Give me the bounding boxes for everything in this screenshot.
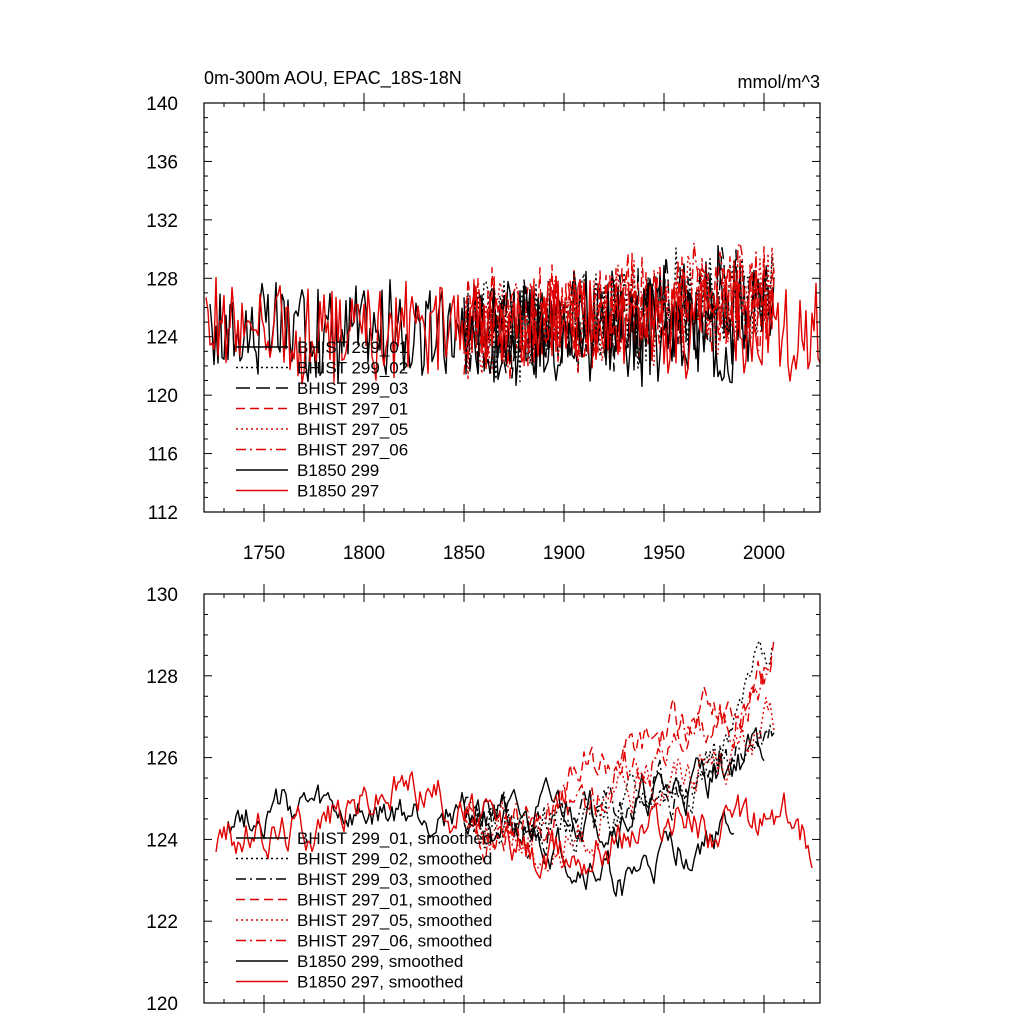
series-line-bottom-5 <box>463 659 775 852</box>
y-tick-label: 112 <box>148 503 178 524</box>
legend-entry: BHIST 299_01, smoothed <box>297 829 492 848</box>
y-tick-label: 120 <box>146 386 178 407</box>
series-line-bottom-3 <box>463 639 775 863</box>
y-tick-label: 128 <box>146 667 178 688</box>
series-line-bottom-7 <box>215 771 813 879</box>
legend-entry: B1850 299 <box>297 461 379 480</box>
y-tick-label: 140 <box>146 94 178 115</box>
y-tick-label: 124 <box>146 328 178 349</box>
x-tick-label: 1950 <box>643 543 685 564</box>
bottom-legend: BHIST 299_01, smoothed BHIST 299_02, smoo… <box>236 829 492 992</box>
legend-entry: B1850 299, smoothed <box>297 952 463 971</box>
y-tick-label: 120 <box>146 994 178 1015</box>
chart-top-panel: 0m-300m AOU, EPAC_18S-18N mmol/m^3 11211… <box>146 68 821 564</box>
top-axes: 112 116 120 124 128 132 136 140 1750 1800 1850 1900… <box>146 93 821 564</box>
series-line-top-1 <box>463 247 775 383</box>
y-tick-label: 126 <box>146 749 178 770</box>
series-line-bottom-2 <box>463 724 775 857</box>
legend-entry: BHIST 299_03 <box>297 379 408 398</box>
y-tick-label: 128 <box>146 269 178 290</box>
legend-entry: BHIST 297_05, smoothed <box>297 911 492 930</box>
y-tick-label: 136 <box>146 152 178 173</box>
series-line-bottom-4 <box>463 696 775 872</box>
units-label: mmol/m^3 <box>738 72 820 92</box>
series-line-bottom-6 <box>227 784 735 897</box>
series-line-top-4 <box>463 246 775 381</box>
series-line-top-6 <box>209 279 735 387</box>
x-tick-label: 1750 <box>243 543 285 564</box>
bottom-axes: 120 122 124 126 128 130 <box>146 584 821 1015</box>
legend-entry: BHIST 299_03, smoothed <box>297 870 492 889</box>
legend-entry: BHIST 299_02, smoothed <box>297 850 492 869</box>
top-series-group <box>205 241 821 387</box>
legend-entry: BHIST 297_06 <box>297 441 408 460</box>
series-line-bottom-0 <box>463 727 765 849</box>
y-tick-label: 130 <box>146 585 178 606</box>
x-tick-label: 1850 <box>443 543 485 564</box>
chart-title: 0m-300m AOU, EPAC_18S-18N <box>204 68 462 89</box>
legend-entry: BHIST 299_01 <box>297 338 408 357</box>
bottom-series-group <box>215 639 813 897</box>
y-tick-label: 122 <box>146 912 178 933</box>
series-line-top-7 <box>205 276 821 385</box>
legend-entry: B1850 297 <box>297 482 379 501</box>
y-tick-label: 124 <box>146 830 178 851</box>
legend-entry: B1850 297, smoothed <box>297 973 463 992</box>
x-tick-label: 1800 <box>343 543 385 564</box>
legend-entry: BHIST 297_01 <box>297 400 408 419</box>
chart-bottom-panel: 120 122 124 126 128 130 BHIST 299_01, smoothe… <box>146 584 821 1015</box>
series-line-bottom-1 <box>463 640 775 860</box>
x-tick-label: 2000 <box>743 543 785 564</box>
y-tick-label: 116 <box>148 445 178 466</box>
y-tick-label: 132 <box>146 211 178 232</box>
legend-entry: BHIST 297_01, smoothed <box>297 891 492 910</box>
legend-entry: BHIST 297_05 <box>297 420 408 439</box>
legend-entry: BHIST 299_02 <box>297 359 408 378</box>
x-tick-label: 1900 <box>543 543 585 564</box>
legend-entry: BHIST 297_06, smoothed <box>297 932 492 951</box>
